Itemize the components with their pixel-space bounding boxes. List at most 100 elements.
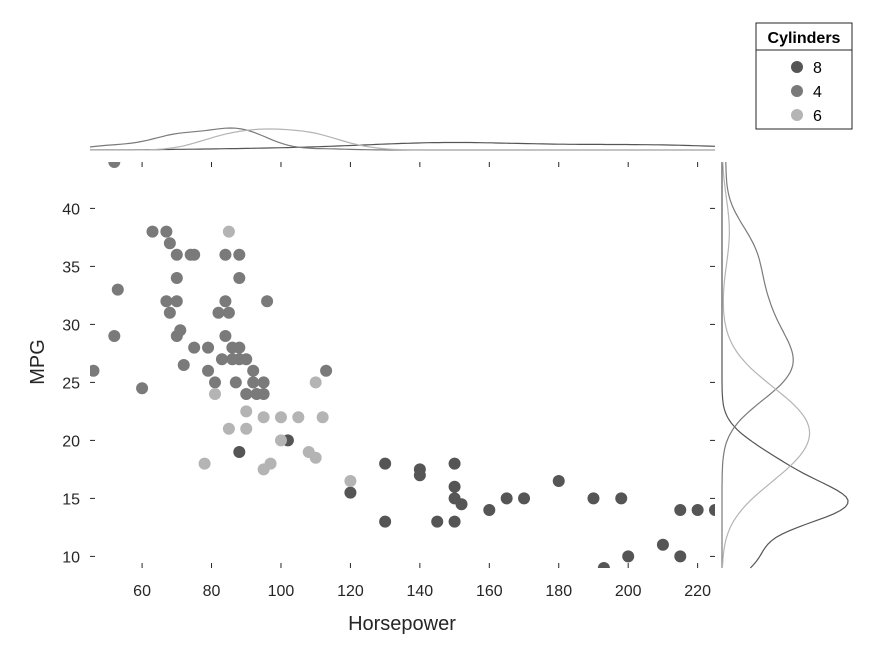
data-point-cyl-6 — [257, 411, 270, 424]
data-point-cyl-4 — [188, 341, 201, 354]
data-point-cyl-4 — [229, 376, 242, 389]
x-tick-label: 180 — [545, 583, 572, 600]
data-point-cyl-4 — [233, 341, 246, 354]
data-point-cyl-4 — [160, 295, 173, 308]
data-point-cyl-6 — [240, 405, 253, 418]
data-point-cyl-8 — [615, 492, 628, 505]
data-point-cyl-6 — [274, 411, 287, 424]
x-tick-label: 100 — [268, 583, 295, 600]
data-point-cyl-4 — [108, 330, 121, 342]
data-point-cyl-4 — [202, 341, 215, 354]
data-point-cyl-4 — [219, 295, 232, 308]
data-point-cyl-8 — [622, 550, 635, 563]
data-point-cyl-4 — [177, 359, 190, 371]
data-point-cyl-4 — [219, 330, 232, 342]
x-axis-title: Horsepower — [348, 613, 456, 635]
legend-label-cyl-8: 8 — [813, 60, 822, 77]
top-density-curve-cyl-4 — [89, 127, 715, 151]
data-point-cyl-4 — [212, 306, 225, 319]
legend-marker-cyl-6 — [791, 109, 803, 121]
right-marginal-density — [721, 161, 849, 569]
data-point-cyl-4 — [257, 388, 270, 400]
x-tick-label: 200 — [615, 583, 642, 600]
right-density-curve-cyl-4 — [721, 161, 794, 568]
y-tick-label: 40 — [62, 201, 80, 218]
data-point-cyl-8 — [344, 486, 357, 499]
legend-title: Cylinders — [768, 30, 841, 47]
data-point-cyl-4 — [188, 248, 201, 261]
x-tick-label: 80 — [203, 583, 221, 600]
data-point-cyl-4 — [108, 162, 121, 168]
data-point-cyl-4 — [209, 376, 221, 389]
data-point-cyl-4 — [174, 324, 187, 337]
data-point-cyl-4 — [247, 364, 260, 377]
data-point-cyl-4 — [111, 283, 124, 296]
data-point-cyl-6 — [222, 225, 235, 238]
data-point-cyl-4 — [170, 248, 183, 261]
legend-label-cyl-6: 6 — [813, 108, 822, 125]
x-tick-label: 160 — [476, 583, 503, 600]
data-point-cyl-6 — [209, 388, 221, 400]
data-point-cyl-6 — [309, 376, 322, 389]
data-point-cyl-6 — [222, 422, 235, 435]
x-tick-label: 60 — [133, 583, 151, 600]
data-point-cyl-8 — [518, 492, 531, 505]
data-point-cyl-8 — [413, 469, 426, 482]
data-point-cyl-6 — [274, 434, 287, 447]
data-point-cyl-8 — [691, 504, 704, 516]
data-point-cyl-8 — [455, 498, 468, 511]
data-point-cyl-4 — [222, 306, 235, 319]
x-tick-label: 220 — [684, 583, 711, 600]
data-point-cyl-8 — [587, 492, 600, 505]
data-point-cyl-8 — [233, 446, 246, 458]
data-points — [90, 162, 715, 568]
y-tick-label: 20 — [62, 433, 80, 450]
data-point-cyl-4 — [136, 382, 149, 395]
data-point-cyl-8 — [448, 515, 461, 528]
data-point-cyl-6 — [264, 457, 277, 470]
data-point-cyl-8 — [597, 562, 610, 568]
data-point-cyl-8 — [379, 457, 392, 470]
data-point-cyl-8 — [448, 457, 461, 470]
data-point-cyl-4 — [170, 272, 183, 284]
y-tick-label: 15 — [62, 491, 80, 508]
data-point-cyl-4 — [170, 295, 183, 308]
y-tick-label: 35 — [62, 259, 80, 276]
data-point-cyl-8 — [448, 480, 461, 493]
data-point-cyl-4 — [163, 237, 176, 250]
data-point-cyl-4 — [247, 376, 260, 389]
axes: 60 80 100 120 140 160 180 200 220 10 15 20 25 30 35 40 — [62, 162, 715, 600]
data-point-cyl-6 — [344, 475, 357, 487]
data-point-cyl-8 — [483, 504, 496, 516]
data-point-cyl-4 — [215, 353, 228, 366]
data-point-cyl-4 — [202, 364, 215, 377]
y-axis-title: MPG — [27, 339, 49, 385]
x-tick-label: 140 — [407, 583, 434, 600]
data-point-cyl-4 — [160, 225, 173, 238]
y-tick-label: 10 — [62, 549, 80, 566]
legend: Cylinders 8 4 6 — [755, 22, 853, 130]
data-point-cyl-4 — [240, 353, 253, 366]
data-point-cyl-4 — [90, 364, 100, 377]
data-point-cyl-8 — [500, 492, 513, 505]
right-density-curve-cyl-8 — [721, 162, 849, 569]
data-point-cyl-8 — [379, 515, 392, 528]
data-point-cyl-4 — [219, 248, 232, 261]
data-point-cyl-4 — [163, 306, 176, 319]
top-density-curve-cyl-8 — [90, 141, 716, 151]
data-point-cyl-6 — [198, 457, 211, 470]
legend-marker-cyl-4 — [791, 85, 803, 97]
legend-label-cyl-4: 4 — [813, 84, 822, 101]
top-density-curve-cyl-6 — [90, 128, 715, 151]
data-point-cyl-4 — [320, 364, 333, 377]
legend-box — [755, 22, 853, 130]
data-point-cyl-6 — [309, 451, 322, 464]
data-point-cyl-4 — [240, 388, 253, 400]
data-point-cyl-8 — [674, 504, 687, 516]
y-tick-label: 30 — [62, 317, 80, 334]
x-tick-label: 120 — [337, 583, 364, 600]
data-point-cyl-8 — [674, 550, 687, 563]
data-point-cyl-8 — [552, 475, 565, 487]
